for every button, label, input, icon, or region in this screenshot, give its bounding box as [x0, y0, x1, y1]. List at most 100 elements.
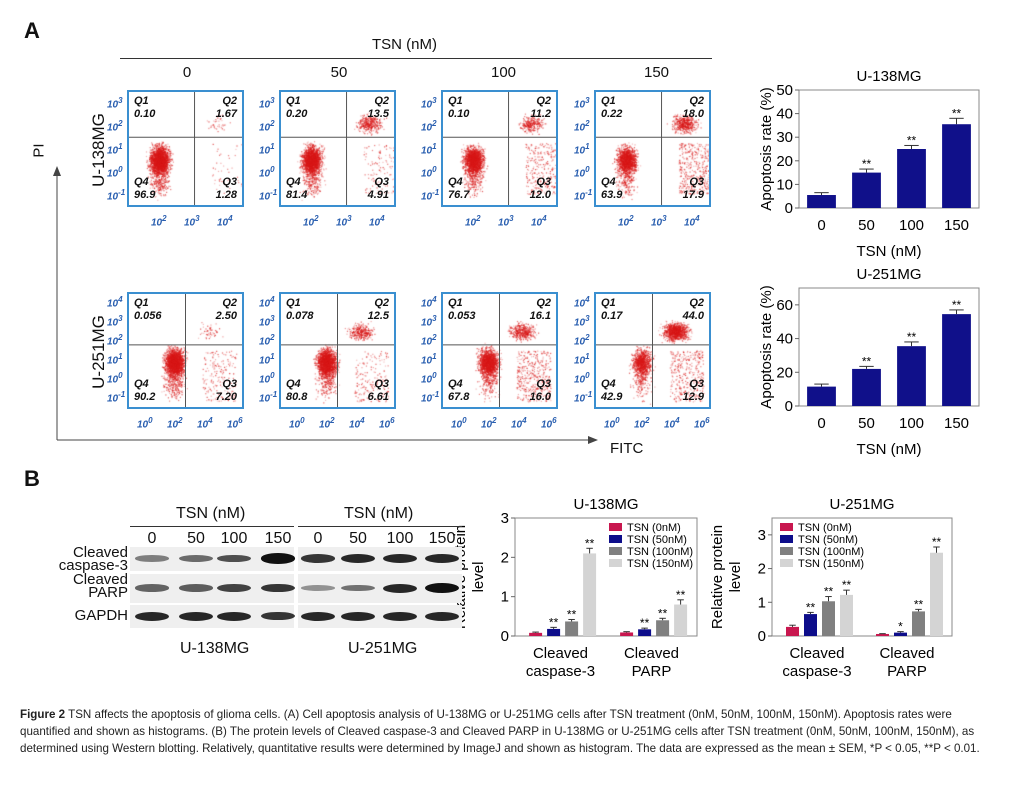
x-tick-label: 103	[184, 214, 200, 229]
plot-frame	[514, 517, 698, 637]
plot-frame	[798, 287, 980, 407]
quadrant-q1: Q1 0.22	[601, 95, 622, 121]
y-tick-label: 103	[259, 96, 275, 111]
protein-band	[425, 582, 459, 594]
quadrant-name: Q4	[286, 176, 301, 188]
protein-band	[383, 583, 417, 593]
quadrant-gates	[281, 92, 394, 205]
quadrant-value: 96.9	[134, 189, 156, 201]
quadrant-value: 12.5	[367, 310, 389, 322]
quadrant-q1: Q1 0.056	[134, 297, 162, 323]
quadrant-name: Q1	[601, 297, 616, 309]
significance-mark: **	[862, 354, 872, 368]
y-tick-label: 20	[776, 153, 793, 170]
x-tick-label: caspase-3	[782, 663, 851, 680]
quadrant-name: Q3	[689, 378, 704, 390]
quadrant-name: Q4	[134, 176, 149, 188]
lane-label: 0	[313, 530, 323, 547]
y-tick-label: 1	[758, 594, 766, 611]
x-tick-label: Cleaved	[533, 645, 588, 662]
y-tick-label: 100	[574, 165, 590, 180]
bar	[840, 594, 853, 636]
y-axis-label: Relative proteinlevel	[709, 525, 744, 629]
significance-mark: **	[585, 536, 595, 550]
quadrant-name: Q1	[286, 297, 301, 309]
quadrant-gates	[443, 294, 556, 407]
y-axis-label: Apoptosis rate (%)	[758, 87, 775, 210]
quadrant-value: 44.0	[682, 310, 704, 322]
bar	[547, 628, 561, 636]
blot-tsn-header: TSN (nM)	[176, 505, 246, 522]
y-tick-label: 10-1	[421, 390, 440, 405]
scatter-dots	[443, 92, 556, 205]
quadrant-q4: Q4 76.7	[448, 176, 469, 202]
quadrant-name: Q2	[536, 297, 551, 309]
legend-label: TSN (0nM)	[798, 522, 852, 534]
y-tick-label: 103	[107, 314, 123, 329]
significance-mark: **	[907, 133, 917, 147]
significance-mark: **	[658, 606, 668, 620]
quadrant-name: Q3	[689, 176, 704, 188]
flow-plot: Q1 0.22 Q2 18.0 Q3 17.9 Q4 63.9	[594, 90, 711, 207]
x-tick-label: 50	[858, 415, 875, 432]
quadrant-value: 0.056	[134, 310, 162, 322]
quadrant-name: Q3	[536, 378, 551, 390]
x-tick-label: Cleaved	[624, 645, 679, 662]
quadrant-value: 0.053	[448, 310, 476, 322]
y-tick-label: 103	[574, 96, 590, 111]
quadrant-value: 63.9	[601, 189, 623, 201]
blot-cell-line: U-138MG	[180, 640, 250, 657]
x-tick-label: 102	[319, 416, 335, 431]
y-tick-label: 10-1	[107, 390, 126, 405]
x-tick-label: 100	[137, 416, 153, 431]
bar	[912, 611, 925, 636]
x-tick-label: 104	[511, 416, 527, 431]
x-tick-label: 104	[664, 416, 680, 431]
quadrant-value: 0.22	[601, 108, 623, 120]
chart-title: U-138MG	[573, 496, 638, 513]
x-tick-label: 150	[944, 217, 969, 234]
quadrant-name: Q2	[689, 95, 704, 107]
y-tick-label: 0	[785, 398, 793, 415]
quadrant-name: Q4	[448, 176, 463, 188]
quadrant-name: Q3	[374, 378, 389, 390]
quadrant-q3: Q3 17.9	[683, 176, 704, 202]
y-tick-label: 102	[107, 119, 123, 134]
quadrant-value: 0.10	[134, 108, 156, 120]
y-tick-label: 2	[758, 561, 766, 578]
quadrant-value: 0.10	[448, 108, 470, 120]
bar	[565, 621, 579, 636]
quadrant-q3: Q3 12.9	[683, 378, 704, 404]
x-tick-label: 104	[217, 214, 233, 229]
quadrant-name: Q3	[374, 176, 389, 188]
significance-mark: **	[549, 615, 559, 629]
bar	[674, 604, 688, 636]
blot-strip	[298, 547, 462, 571]
legend-swatch	[780, 559, 793, 567]
tsn-header: TSN (nM)	[372, 36, 437, 53]
y-tick-label: 10	[776, 176, 793, 193]
y-tick-label: 103	[421, 96, 437, 111]
protein-band	[135, 584, 169, 592]
quadrant-gates	[443, 92, 556, 205]
quadrant-gates	[129, 92, 242, 205]
protein-band	[261, 553, 295, 564]
lane-label: 50	[187, 530, 205, 547]
significance-mark: **	[932, 535, 942, 549]
bar	[876, 633, 889, 636]
significance-mark: **	[824, 585, 834, 599]
lane-label: 150	[264, 530, 292, 547]
y-tick-label: 102	[259, 119, 275, 134]
protein-label: GAPDH	[74, 607, 128, 624]
quadrant-name: Q3	[536, 176, 551, 188]
bar	[638, 629, 652, 636]
quadrant-name: Q1	[134, 297, 149, 309]
quadrant-value: 67.8	[448, 391, 470, 403]
quadrant-q1: Q1 0.078	[286, 297, 314, 323]
x-tick-label: 106	[379, 416, 395, 431]
quadrant-value: 11.2	[530, 108, 551, 120]
y-tick-label: 101	[421, 142, 437, 157]
y-tick-label: 10-1	[574, 188, 593, 203]
significance-mark: **	[952, 106, 962, 120]
protein-band	[261, 583, 295, 593]
